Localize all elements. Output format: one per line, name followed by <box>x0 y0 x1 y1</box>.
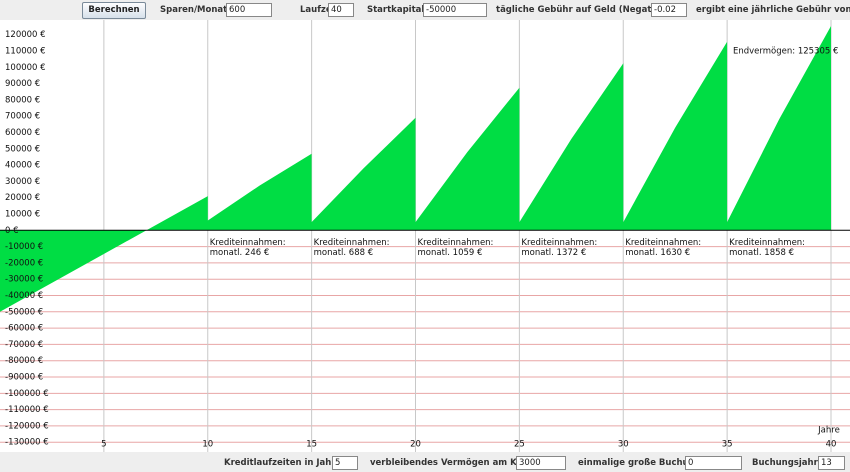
text-field[interactable]: 40 <box>328 3 354 17</box>
y-tick-label: 100000 € <box>5 63 46 73</box>
annotation: monatl. 688 € <box>314 248 374 258</box>
x-tick-label: 25 <box>514 440 525 450</box>
y-tick-label: 30000 € <box>5 177 40 187</box>
balance-area <box>0 26 831 312</box>
x-tick-label: 40 <box>826 440 837 450</box>
y-tick-label: 10000 € <box>5 209 40 219</box>
y-tick-label: -90000 € <box>5 373 43 383</box>
y-tick-label: -10000 € <box>5 242 43 252</box>
y-tick-label: -80000 € <box>5 356 43 366</box>
y-tick-label: 50000 € <box>5 144 40 154</box>
y-tick-label: 70000 € <box>5 112 40 122</box>
field-label: Laufzeit: <box>300 5 342 15</box>
y-tick-label: 80000 € <box>5 95 40 105</box>
annotation: monatl. 1372 € <box>521 248 586 258</box>
text-field[interactable]: 0 <box>685 456 742 470</box>
x-tick-label: 10 <box>202 440 213 450</box>
y-tick-label: 120000 € <box>5 30 46 40</box>
field-label: Buchungsjahr: <box>752 458 822 468</box>
text-field[interactable]: 5 <box>332 456 358 470</box>
x-tick-label: 30 <box>618 440 629 450</box>
annotation: Krediteinnahmen: <box>521 238 597 248</box>
annotation: Krediteinnahmen: <box>314 238 390 248</box>
field-label: Sparen/Monat: <box>160 5 231 15</box>
y-tick-label: -70000 € <box>5 340 43 350</box>
y-tick-label: 20000 € <box>5 193 40 203</box>
annotation: monatl. 246 € <box>210 248 270 258</box>
annotation: monatl. 1630 € <box>625 248 690 258</box>
text-field[interactable]: 3000 <box>516 456 566 470</box>
text-field[interactable]: 13 <box>818 456 845 470</box>
text-field[interactable]: 600 <box>226 3 272 17</box>
annotation: monatl. 1858 € <box>729 248 794 258</box>
annotation: monatl. 1059 € <box>418 248 483 258</box>
y-tick-label: -130000 € <box>5 438 49 448</box>
field-label: einmalige große Buchung: <box>578 458 705 468</box>
y-tick-label: -60000 € <box>5 324 43 334</box>
y-tick-label: -100000 € <box>5 389 49 399</box>
field-label: verbleibendes Vermögen am Konto: <box>370 458 542 468</box>
chart: -130000 € -120000 € -110000 € -100000 € -900… <box>0 20 850 452</box>
field-label: Startkapital: <box>367 5 428 15</box>
field-label: Kreditlaufzeiten in Jahren: <box>224 458 351 468</box>
annotation: Krediteinnahmen: <box>625 238 701 248</box>
y-tick-label: -50000 € <box>5 307 43 317</box>
annotation: Krediteinnahmen: <box>418 238 494 248</box>
x-tick-label: 20 <box>410 440 421 450</box>
y-tick-label: -30000 € <box>5 275 43 285</box>
y-tick-label: -20000 € <box>5 258 43 268</box>
y-tick-label: 0 € <box>5 226 19 236</box>
y-tick-label: 60000 € <box>5 128 40 138</box>
y-tick-label: 40000 € <box>5 161 40 171</box>
x-tick-label: 35 <box>722 440 733 450</box>
y-tick-label: -110000 € <box>5 405 49 415</box>
y-tick-label: 110000 € <box>5 46 46 56</box>
text-field[interactable]: -50000 <box>423 3 487 17</box>
x-tick-label: 5 <box>101 440 106 450</box>
annotation: Krediteinnahmen: <box>210 238 286 248</box>
annotation: Krediteinnahmen: <box>729 238 805 248</box>
y-tick-label: -40000 € <box>5 291 43 301</box>
y-tick-label: -120000 € <box>5 421 49 431</box>
x-tick-label: 15 <box>306 440 317 450</box>
x-axis-label: Jahre <box>817 426 840 436</box>
end-label: Endvermögen: 125305 € <box>733 47 838 57</box>
field-label: tägliche Gebühr auf Geld (Negativzins): <box>496 5 687 15</box>
calculate-button[interactable]: Berechnen <box>82 2 146 19</box>
y-tick-label: 90000 € <box>5 79 40 89</box>
text-field[interactable]: -0.02 <box>651 3 687 17</box>
result-text: ergibt eine jährliche Gebühr von: -6.95% <box>696 5 850 15</box>
